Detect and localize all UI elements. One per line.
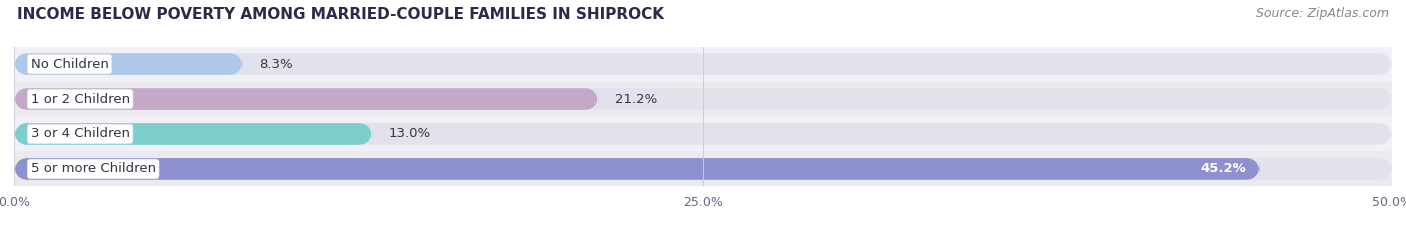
FancyBboxPatch shape	[0, 151, 1406, 186]
FancyBboxPatch shape	[0, 116, 1406, 151]
Text: INCOME BELOW POVERTY AMONG MARRIED-COUPLE FAMILIES IN SHIPROCK: INCOME BELOW POVERTY AMONG MARRIED-COUPL…	[17, 7, 664, 22]
Text: 1 or 2 Children: 1 or 2 Children	[31, 93, 129, 106]
Text: 5 or more Children: 5 or more Children	[31, 162, 156, 175]
FancyBboxPatch shape	[14, 158, 1392, 180]
FancyBboxPatch shape	[0, 47, 1406, 82]
FancyBboxPatch shape	[14, 88, 1392, 110]
Text: 13.0%: 13.0%	[389, 127, 432, 140]
Text: No Children: No Children	[31, 58, 108, 71]
FancyBboxPatch shape	[14, 53, 1392, 75]
FancyBboxPatch shape	[14, 123, 373, 145]
FancyBboxPatch shape	[14, 88, 599, 110]
Text: Source: ZipAtlas.com: Source: ZipAtlas.com	[1256, 7, 1389, 20]
Text: 8.3%: 8.3%	[259, 58, 292, 71]
FancyBboxPatch shape	[14, 158, 1260, 180]
FancyBboxPatch shape	[14, 53, 243, 75]
Text: 3 or 4 Children: 3 or 4 Children	[31, 127, 129, 140]
Text: 21.2%: 21.2%	[614, 93, 657, 106]
FancyBboxPatch shape	[0, 82, 1406, 116]
Text: 45.2%: 45.2%	[1201, 162, 1246, 175]
FancyBboxPatch shape	[14, 123, 1392, 145]
